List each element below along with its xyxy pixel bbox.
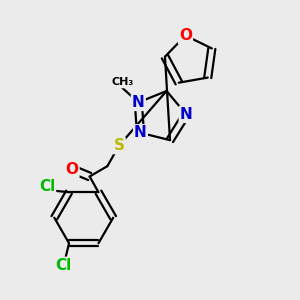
- Text: methyl: methyl: [121, 79, 125, 80]
- Text: O: O: [65, 162, 79, 177]
- Text: N: N: [180, 107, 193, 122]
- Text: Cl: Cl: [39, 179, 55, 194]
- Text: N: N: [132, 95, 145, 110]
- Text: CH₃: CH₃: [111, 77, 133, 87]
- Text: N: N: [134, 125, 147, 140]
- Text: Cl: Cl: [55, 258, 71, 273]
- Text: O: O: [179, 28, 192, 43]
- Text: S: S: [114, 138, 124, 153]
- Text: methyl: methyl: [119, 83, 125, 85]
